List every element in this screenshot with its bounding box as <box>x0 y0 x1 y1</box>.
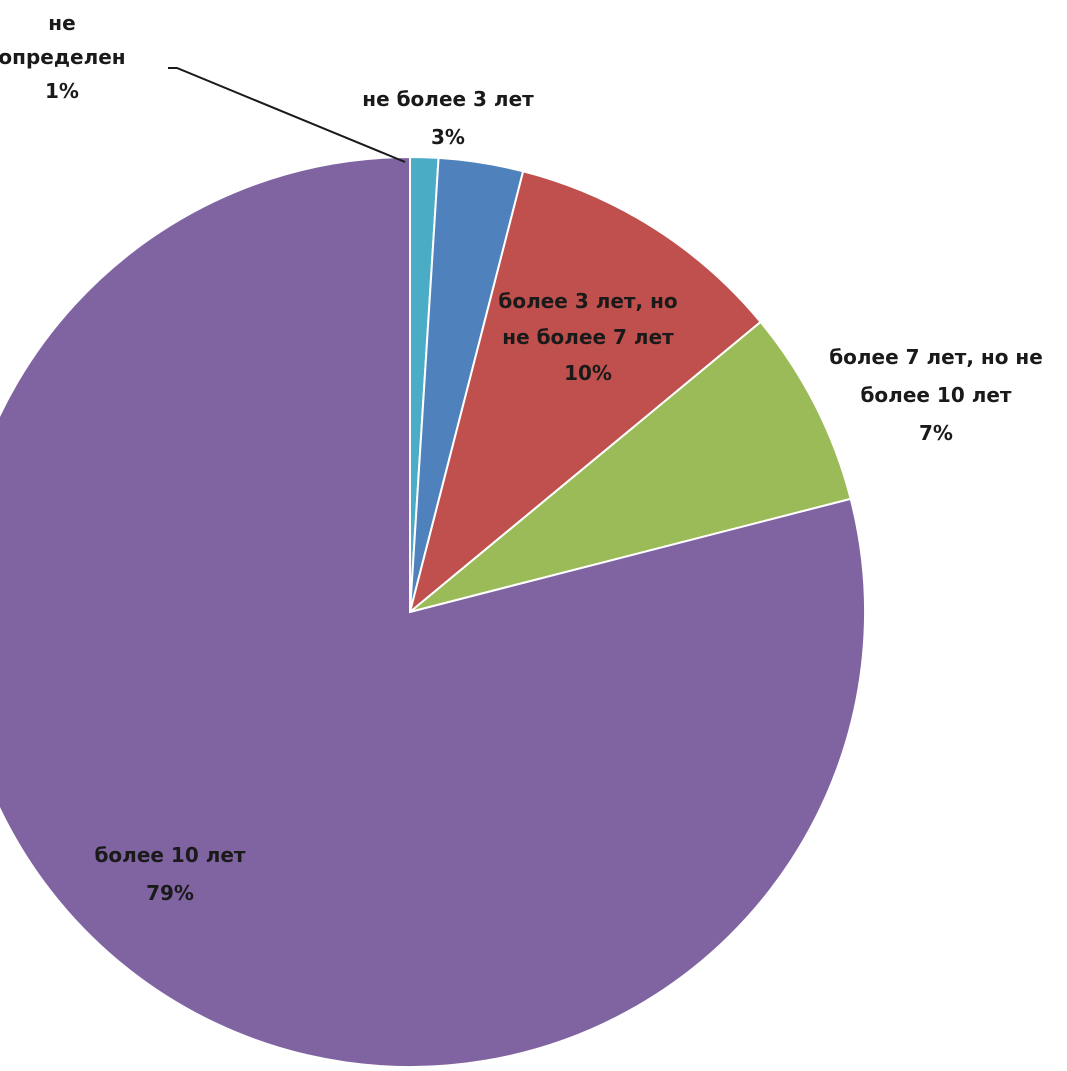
data-label-value: 1% <box>45 79 79 103</box>
data-label-text: не более 7 лет <box>502 325 674 349</box>
pie-slice-4 <box>409 320 852 613</box>
data-label-text: не <box>48 11 75 35</box>
data-label-value: 10% <box>564 361 612 385</box>
data-label-5: более 10 лет 79% <box>94 843 245 905</box>
pie-slices <box>0 155 866 1068</box>
data-label-text: более 3 лет, но <box>498 289 677 313</box>
data-label-text: не более 3 лет <box>362 87 534 111</box>
data-label-value: 79% <box>146 881 194 905</box>
pie-slice-5 <box>0 155 866 1068</box>
data-label-value: 7% <box>919 421 953 445</box>
data-label-4: более 7 лет, но не более 10 лет 7% <box>829 345 1043 445</box>
data-label-2: не более 3 лет 3% <box>362 87 534 149</box>
data-label-3: более 3 лет, но не более 7 лет 10% <box>498 289 677 385</box>
data-label-value: 3% <box>431 125 465 149</box>
data-label-1: не определен 1% <box>0 11 126 103</box>
data-label-text: определен <box>0 45 126 69</box>
data-label-text: более 10 лет <box>860 383 1011 407</box>
pie-slice-3 <box>408 170 762 615</box>
data-label-text: более 10 лет <box>94 843 245 867</box>
data-label-text: более 7 лет, но не <box>829 345 1043 369</box>
leader-line-ne-opredelen <box>168 67 406 163</box>
pie-labels: не определен 1% не более 3 лет 3% более 3 лет… <box>0 11 1043 905</box>
